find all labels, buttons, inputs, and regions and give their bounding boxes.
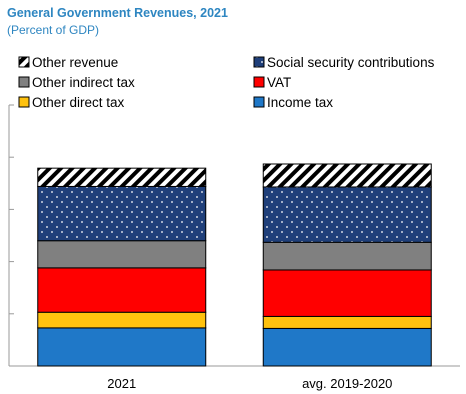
bar-segment-other-direct-tax-avg-2019-2020 xyxy=(262,315,432,329)
legend-label: Other revenue xyxy=(32,55,118,70)
legend-swatch xyxy=(18,76,30,88)
bar-segment-other-indirect-tax-avg-2019-2020 xyxy=(262,241,432,271)
bar-segment-vat-2021 xyxy=(37,267,207,313)
legend-swatch xyxy=(253,96,265,108)
legend-label: Other direct tax xyxy=(32,95,125,110)
legend: Other revenue Social security contributio… xyxy=(18,55,435,110)
chart-title: General Government Revenues, 2021 xyxy=(7,6,228,20)
legend-item-vat: VAT xyxy=(253,75,291,90)
bar-segment-other-revenue-2021 xyxy=(37,167,207,187)
bar-segment-other-direct-tax-2021 xyxy=(37,311,207,329)
x-tick-label: 2021 xyxy=(107,376,136,391)
legend-label: Social security contributions xyxy=(267,55,435,70)
x-axis-labels: 2021 avg. 2019-2020 xyxy=(107,376,392,391)
bar-segment-social-security-contributions-avg-2019-2020 xyxy=(262,186,432,243)
chart-subtitle: (Percent of GDP) xyxy=(7,23,100,37)
legend-item-other-revenue: Other revenue xyxy=(18,55,118,70)
legend-swatch xyxy=(253,76,265,88)
legend-item-income-tax: Income tax xyxy=(253,95,333,110)
bar-segment-other-indirect-tax-2021 xyxy=(37,240,207,269)
legend-item-social-security-contributions: Social security contributions xyxy=(253,55,435,70)
legend-swatch xyxy=(253,56,265,68)
x-tick-label: avg. 2019-2020 xyxy=(302,376,392,391)
legend-label: Income tax xyxy=(267,95,333,110)
legend-item-other-direct-tax: Other direct tax xyxy=(18,95,125,110)
legend-label: Other indirect tax xyxy=(32,75,135,90)
legend-swatch xyxy=(18,56,30,68)
bar-segment-social-security-contributions-2021 xyxy=(37,185,207,242)
bar-segment-income-tax-2021 xyxy=(37,327,207,367)
bars xyxy=(37,163,432,367)
bar-segment-other-revenue-avg-2019-2020 xyxy=(262,163,432,188)
bar-segment-vat-avg-2019-2020 xyxy=(262,269,432,317)
bar-segment-income-tax-avg-2019-2020 xyxy=(262,327,432,367)
legend-swatch xyxy=(18,96,30,108)
legend-item-other-indirect-tax: Other indirect tax xyxy=(18,75,135,90)
legend-label: VAT xyxy=(267,75,291,90)
